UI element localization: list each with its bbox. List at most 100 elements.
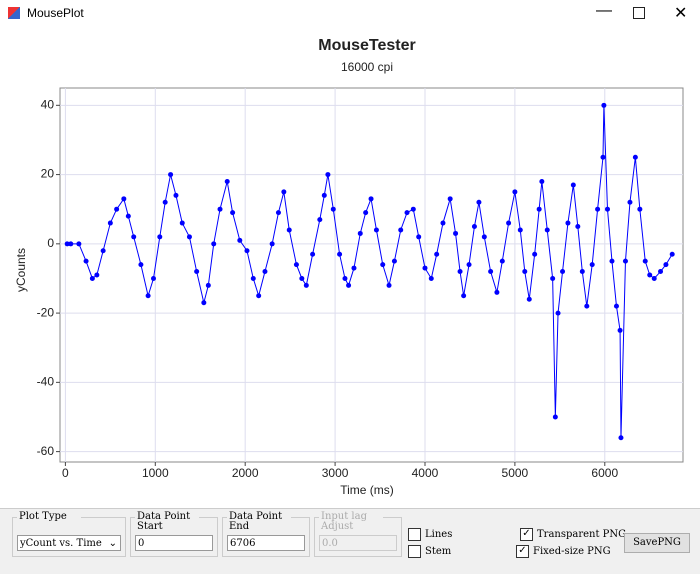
data-point (368, 196, 374, 202)
window-title: MousePlot (27, 6, 84, 20)
y-tick-label: -60 (37, 444, 55, 458)
control-panel: Plot Type yCount vs. Time ⌄ Data Point St… (0, 508, 700, 574)
data-point (651, 275, 657, 281)
x-tick-label: 0 (62, 466, 69, 480)
maximize[interactable] (633, 7, 645, 19)
data-point (357, 230, 363, 236)
data-point (494, 289, 500, 295)
data-point (205, 282, 211, 288)
data-point (410, 206, 416, 212)
data-point (595, 206, 601, 212)
close[interactable]: ✕ (674, 5, 688, 22)
x-tick-label: 5000 (502, 466, 529, 480)
plot-area (59, 87, 684, 463)
data-point (481, 234, 487, 240)
data-point (613, 303, 619, 309)
data-point (83, 258, 89, 264)
data-point (499, 258, 505, 264)
check-label: Fixed-size PNG (533, 546, 611, 557)
minimize[interactable]: — (596, 2, 612, 19)
group-label: Input lag Adjust (319, 512, 383, 532)
data-point (299, 275, 305, 281)
data-point (321, 192, 327, 198)
data-point (476, 199, 482, 205)
start-group: Data Point Start 0 (130, 512, 218, 557)
fixed-checkbox[interactable]: ✓ Fixed-size PNG (516, 545, 611, 558)
data-point (121, 196, 127, 202)
data-point (262, 269, 268, 275)
data-point (217, 206, 223, 212)
data-point (466, 262, 472, 268)
input-value: 0 (138, 538, 145, 549)
data-point (293, 262, 299, 268)
data-point (256, 293, 262, 299)
input-value: 0.0 (322, 538, 338, 549)
chart-title: MouseTester (318, 37, 416, 54)
data-point (168, 172, 174, 178)
data-point (330, 206, 336, 212)
data-point (669, 251, 675, 257)
y-tick-label: 40 (41, 97, 55, 111)
end-input[interactable]: 6706 (227, 535, 305, 551)
data-point (386, 282, 392, 288)
check-box (408, 545, 421, 558)
data-point (560, 269, 566, 275)
lag-input: 0.0 (319, 535, 397, 551)
data-point (434, 251, 440, 257)
data-point (237, 237, 243, 243)
data-point (570, 182, 576, 188)
data-point (627, 199, 633, 205)
data-point (604, 206, 610, 212)
data-point (68, 241, 74, 247)
data-point (600, 154, 606, 160)
lines-checkbox[interactable]: Lines (408, 528, 452, 541)
plot-type-combo[interactable]: yCount vs. Time ⌄ (17, 535, 121, 551)
data-point (317, 217, 323, 223)
data-point (138, 262, 144, 268)
data-point (663, 262, 669, 268)
x-tick-label: 6000 (591, 466, 618, 480)
data-point (440, 220, 446, 226)
data-point (584, 303, 590, 309)
data-point (647, 272, 653, 278)
data-point (194, 269, 200, 275)
y-tick-label: -20 (37, 305, 55, 319)
chart-subtitle: 16000 cpi (341, 60, 393, 74)
data-point (76, 241, 82, 247)
group-label: Data Point End (227, 512, 291, 532)
data-point (157, 234, 163, 240)
x-tick-label: 3000 (322, 466, 349, 480)
start-input[interactable]: 0 (135, 535, 213, 551)
x-tick-label: 1000 (142, 466, 169, 480)
data-point (179, 220, 185, 226)
data-point (622, 258, 628, 264)
data-point (64, 241, 70, 247)
data-point (565, 220, 571, 226)
y-tick-label: 20 (41, 167, 55, 181)
y-axis-label: yCounts (14, 248, 28, 292)
data-point (579, 269, 585, 275)
title-bar: MousePlot — ✕ (0, 0, 700, 26)
data-point (269, 241, 275, 247)
data-point (658, 269, 664, 275)
transparent-checkbox[interactable]: ✓ Transparent PNG (520, 528, 626, 541)
data-point (100, 248, 106, 254)
save-button[interactable]: SavePNG (624, 533, 690, 553)
data-point (517, 227, 523, 233)
data-point (244, 248, 250, 254)
data-point (346, 282, 352, 288)
data-point (310, 251, 316, 257)
stem-checkbox[interactable]: Stem (408, 545, 451, 558)
data-point (145, 293, 151, 299)
check-label: Transparent PNG (537, 529, 627, 540)
data-point (555, 310, 561, 316)
x-tick-label: 2000 (232, 466, 259, 480)
data-point (416, 234, 422, 240)
check-box: ✓ (520, 528, 533, 541)
plot-type-group: Plot Type yCount vs. Time ⌄ (12, 512, 126, 557)
input-value: 6706 (230, 538, 256, 549)
group-label: Plot Type (17, 512, 81, 522)
data-point (471, 224, 477, 230)
data-point (373, 227, 379, 233)
